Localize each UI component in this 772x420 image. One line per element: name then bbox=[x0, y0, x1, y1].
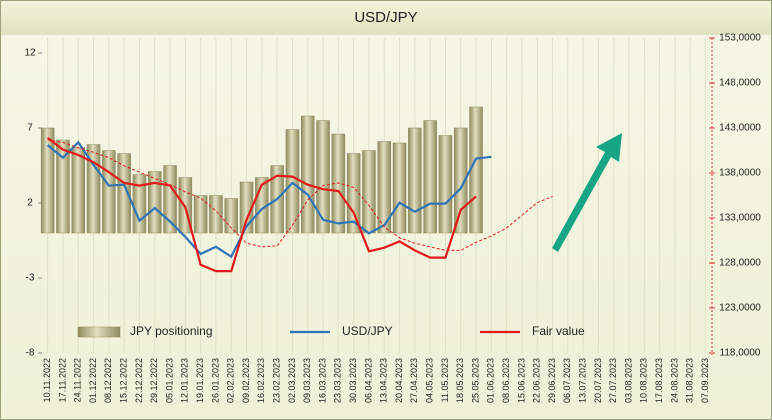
x-tick-label: 23.02.2023 bbox=[272, 358, 282, 403]
x-tick-label: 02.03.2023 bbox=[287, 358, 297, 403]
x-tick-label: 08.12.2022 bbox=[103, 358, 113, 403]
y-tick-label: 12 bbox=[24, 48, 36, 59]
x-tick-label: 18.05.2023 bbox=[455, 358, 465, 403]
y2-tick-label: 138,0000 bbox=[719, 168, 761, 179]
y2-tick-label: 128,0000 bbox=[719, 258, 761, 269]
x-tick-label: 30.03.2023 bbox=[348, 358, 358, 403]
y2-tick-label: 118,0000 bbox=[720, 348, 761, 359]
bar bbox=[40, 127, 55, 234]
x-tick-label: 13.07.2023 bbox=[578, 358, 588, 403]
legend-swatch bbox=[77, 326, 121, 338]
line bbox=[46, 140, 492, 259]
x-tick-label: 11.05.2023 bbox=[440, 358, 450, 402]
x-tick-label: 07.09.2023 bbox=[700, 358, 710, 403]
x-tick-label: 15.06.2023 bbox=[516, 358, 526, 403]
x-tick-label: 06.07.2023 bbox=[562, 358, 572, 403]
x-tick-label: 09.03.2023 bbox=[302, 358, 312, 403]
dashed-line bbox=[47, 139, 553, 251]
bar bbox=[102, 150, 116, 234]
x-tick-label: 26.01.2023 bbox=[210, 358, 220, 403]
x-tick-label: 20.04.2023 bbox=[394, 358, 404, 403]
y-tick-label: -8 bbox=[26, 348, 35, 359]
x-tick-label: 25.05.2023 bbox=[470, 358, 480, 403]
x-tick-label: 17.11.2022 bbox=[57, 358, 67, 402]
y-tick-label: 7 bbox=[27, 123, 33, 134]
x-tick-label: 16.02.2023 bbox=[256, 358, 266, 403]
plot: 12 7 2 -3 -8 153,0000 148,0000 143,0000 138,0000… bbox=[24, 33, 761, 403]
x-tick-label: 23.03.2023 bbox=[333, 358, 343, 403]
bar bbox=[392, 142, 407, 234]
bar bbox=[132, 174, 147, 234]
x-tick-label: 04.05.2023 bbox=[425, 358, 435, 403]
x-tick-label: 16.03.2023 bbox=[317, 358, 327, 403]
bar bbox=[469, 106, 483, 234]
bar bbox=[209, 195, 223, 234]
x-tick-label: 24.08.2023 bbox=[669, 358, 679, 403]
x-tick-label: 20.07.2023 bbox=[593, 358, 603, 403]
bar bbox=[362, 150, 376, 234]
bar bbox=[193, 195, 208, 234]
bar bbox=[316, 120, 330, 234]
x-tick-label: 22.12.2022 bbox=[134, 358, 144, 403]
bar bbox=[71, 147, 85, 234]
x-tick-label: 10.08.2023 bbox=[639, 358, 649, 403]
x-tick-label: 01.12.2022 bbox=[88, 358, 98, 403]
bar bbox=[117, 153, 131, 234]
y2-tick-label: 143,0000 bbox=[719, 123, 761, 134]
y2-tick-label: 123,0000 bbox=[719, 303, 761, 314]
bar bbox=[86, 144, 101, 234]
bar bbox=[438, 135, 453, 234]
x-tick-label: 09.02.2023 bbox=[241, 358, 251, 403]
x-tick-label: 01.06.2023 bbox=[486, 358, 496, 403]
y2-tick-label: 148,0000 bbox=[719, 78, 761, 89]
x-tick-label: 13.04.2023 bbox=[379, 358, 389, 403]
line bbox=[46, 137, 477, 273]
x-tick-label: 29.06.2023 bbox=[547, 358, 557, 403]
bar bbox=[148, 171, 162, 234]
x-tick-label: 08.06.2023 bbox=[501, 358, 511, 403]
bar bbox=[408, 127, 422, 234]
x-tick-label: 12.01.2023 bbox=[180, 358, 190, 403]
x-tick-label: 19.01.2023 bbox=[195, 358, 205, 403]
legend-label: Fair value bbox=[532, 324, 585, 338]
bar bbox=[301, 115, 315, 234]
bar bbox=[331, 133, 346, 234]
x-tick-label: 31.08.2023 bbox=[685, 358, 695, 403]
x-tick-label: 15.12.2022 bbox=[119, 358, 129, 403]
x-tick-label: 02.02.2023 bbox=[226, 358, 236, 403]
bar bbox=[346, 153, 361, 234]
x-tick-label: 27.07.2023 bbox=[608, 358, 618, 403]
trend-arrow bbox=[552, 133, 622, 252]
bar bbox=[377, 141, 391, 234]
bar bbox=[285, 129, 300, 234]
x-tick-label: 17.08.2023 bbox=[654, 358, 664, 403]
x-tick-label: 29.12.2022 bbox=[149, 358, 159, 403]
x-tick-label: 10.11.2022 bbox=[42, 358, 52, 402]
bar bbox=[423, 120, 437, 234]
chart-title: USD/JPY bbox=[354, 9, 417, 26]
x-tick-label: 24.11.2022 bbox=[73, 358, 83, 402]
legend-label: JPY positioning bbox=[130, 324, 213, 338]
y-tick-label: -3 bbox=[26, 273, 35, 284]
header bbox=[1, 1, 771, 35]
x-tick-label: 22.06.2023 bbox=[532, 358, 542, 403]
y-tick-label: 2 bbox=[27, 198, 33, 209]
x-tick-label: 27.04.2023 bbox=[409, 358, 419, 403]
y2-tick-label: 133,0000 bbox=[719, 213, 761, 224]
bar bbox=[163, 165, 177, 234]
x-tick-label: 06.04.2023 bbox=[363, 358, 373, 403]
x-tick-label: 05.01.2023 bbox=[164, 358, 174, 403]
y2-tick-label: 153,0000 bbox=[719, 33, 761, 44]
bar bbox=[56, 139, 70, 234]
x-tick-label: 03.08.2023 bbox=[623, 358, 633, 403]
legend-label: USD/JPY bbox=[342, 324, 393, 338]
